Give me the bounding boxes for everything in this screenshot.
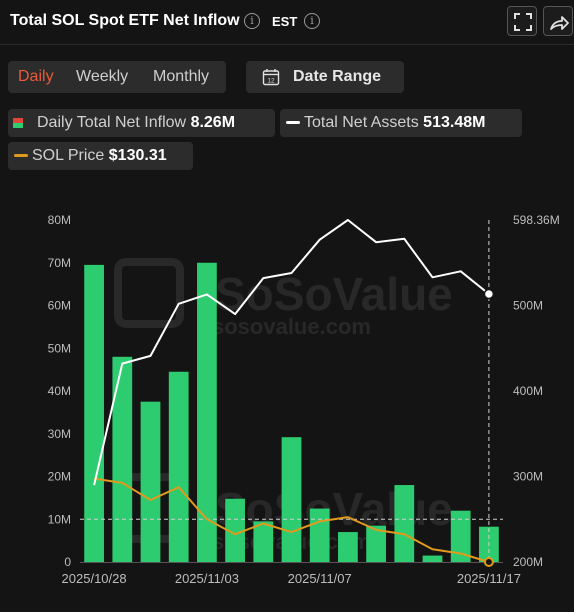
watermark-brand: SoSoValue (215, 268, 453, 320)
y-right-tick-label: 500M (513, 299, 543, 313)
inflow-bar (140, 401, 161, 562)
inflow-bar (281, 437, 302, 562)
y-left-tick-label: 0 (64, 555, 71, 569)
y-left-tick-label: 50M (48, 341, 71, 355)
inflow-bar (168, 371, 189, 562)
inflow-bar (450, 510, 471, 562)
y-left-tick-label: 80M (48, 213, 71, 227)
tab-monthly[interactable]: Monthly (153, 68, 210, 85)
legend-price-label: SOL Price (32, 147, 105, 164)
watermark-site: sosovalue.com (212, 314, 371, 339)
y-right-max-label: 598.36M (513, 213, 560, 227)
legend-inflow-label: Daily Total Net Inflow (37, 114, 187, 131)
inflow-bar (225, 498, 245, 562)
share-button[interactable] (543, 6, 573, 36)
legend-inflow-value: 8.26M (190, 114, 236, 131)
inflow-bar (338, 532, 358, 562)
legend-inflow[interactable]: Daily Total Net Inflow 8.26M (8, 109, 275, 137)
fullscreen-icon (514, 13, 532, 31)
y-left-tick-label: 40M (48, 384, 71, 398)
y-left-tick-label: 20M (48, 470, 71, 484)
info-icon[interactable]: i (244, 13, 260, 29)
x-tick-label: 2025/10/28 (62, 571, 127, 586)
legend-price[interactable]: SOL Price $130.31 (8, 142, 193, 170)
watermark-brand: SoSoValue (215, 483, 453, 535)
tab-weekly[interactable]: Weekly (76, 68, 129, 85)
timezone-info-icon[interactable]: i (304, 13, 320, 29)
inflow-bar (112, 356, 133, 562)
inflow-bar (394, 485, 415, 562)
inflow-bar (309, 508, 330, 562)
fullscreen-button[interactable] (507, 6, 537, 36)
share-icon (550, 16, 569, 30)
x-tick-label: 2025/11/07 (288, 571, 352, 586)
date-range-label: Date Range (293, 68, 382, 85)
inflow-bar (197, 262, 217, 562)
line-swatch-icon (286, 121, 300, 124)
inflow-bar (422, 555, 443, 562)
legend-assets[interactable]: Total Net Assets 513.48M (280, 109, 522, 137)
timezone-label: EST (272, 14, 298, 29)
y-right-tick-label: 400M (513, 384, 543, 398)
date-range-button[interactable]: 12 Date Range (246, 61, 404, 93)
x-tick-label: 2025/11/03 (175, 571, 239, 586)
legend-price-value: $130.31 (108, 147, 167, 164)
y-left-tick-label: 10M (48, 512, 71, 526)
watermark-logo (114, 258, 184, 328)
y-left-tick-label: 60M (48, 299, 71, 313)
period-selector: Daily Weekly Monthly (8, 61, 226, 93)
y-left-tick-label: 30M (48, 427, 71, 441)
net-assets-marker (483, 288, 495, 300)
calendar-icon: 12 (262, 69, 280, 86)
chart-header: Total SOL Spot ETF Net Inflow i EST i (0, 0, 574, 45)
legend-assets-value: 513.48M (423, 114, 486, 131)
sol-price-line (93, 477, 490, 563)
line-swatch-icon (14, 154, 28, 157)
chart-title: Total SOL Spot ETF Net Inflow (10, 12, 240, 29)
bar-swatch-icon (13, 118, 23, 128)
inflow-bar (366, 525, 386, 562)
svg-text:12: 12 (267, 77, 275, 84)
inflow-bar (84, 264, 104, 562)
legend-assets-label: Total Net Assets (304, 114, 419, 131)
y-right-tick-label: 200M (513, 555, 543, 569)
net-assets-line (93, 219, 490, 486)
sol-price-marker (483, 557, 494, 567)
tab-daily[interactable]: Daily (18, 68, 54, 85)
x-tick-label: 2025/11/17 (457, 571, 521, 586)
inflow-bar (253, 521, 274, 562)
y-left-tick-label: 70M (48, 256, 71, 270)
y-right-tick-label: 300M (513, 470, 543, 484)
